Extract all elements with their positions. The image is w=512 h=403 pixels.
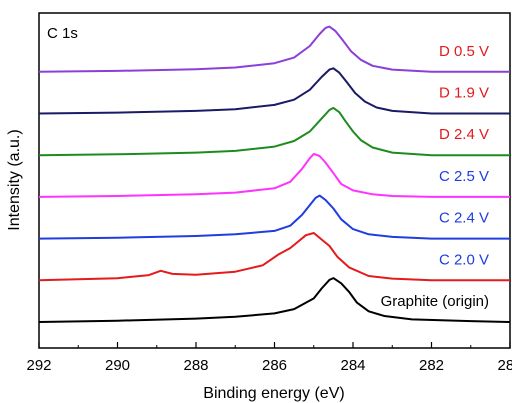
x-tick-label-6: 280 [497, 357, 512, 374]
series-line-1 [38, 232, 510, 282]
series-label-4: D 2.4 V [439, 126, 489, 143]
series-label-5: D 1.9 V [439, 85, 489, 102]
x-tick-label-1: 290 [105, 357, 130, 374]
series-line-2 [38, 194, 510, 240]
series-label-6: D 0.5 V [439, 43, 489, 60]
x-tick-label-4: 284 [340, 357, 365, 374]
x-axis-title: Binding energy (eV) [203, 385, 344, 402]
series-label-1: C 2.0 V [439, 251, 489, 268]
series-line-6 [38, 25, 510, 73]
series-line-4 [38, 106, 510, 157]
x-axis-ticks: 292 290 288 286 284 282 280 [26, 342, 512, 374]
series-label-0: Graphite (origin) [381, 293, 489, 310]
series-line-5 [38, 67, 510, 115]
series-line-3 [38, 152, 510, 198]
series-layer [38, 25, 511, 323]
series-label-3: C 2.5 V [439, 168, 489, 185]
series-label-layer: Graphite (origin) C 2.0 V C 2.4 V C 2.5 V D … [381, 43, 489, 310]
x-tick-label-5: 282 [419, 357, 444, 374]
y-axis-title: Intensity (a.u.) [6, 129, 23, 230]
panel-label: C 1s [47, 25, 78, 42]
x-tick-label-2: 288 [183, 357, 208, 374]
series-label-2: C 2.4 V [439, 210, 489, 227]
series-line-0 [38, 277, 511, 323]
x-tick-label-0: 292 [26, 357, 51, 374]
x-tick-label-3: 286 [262, 357, 287, 374]
